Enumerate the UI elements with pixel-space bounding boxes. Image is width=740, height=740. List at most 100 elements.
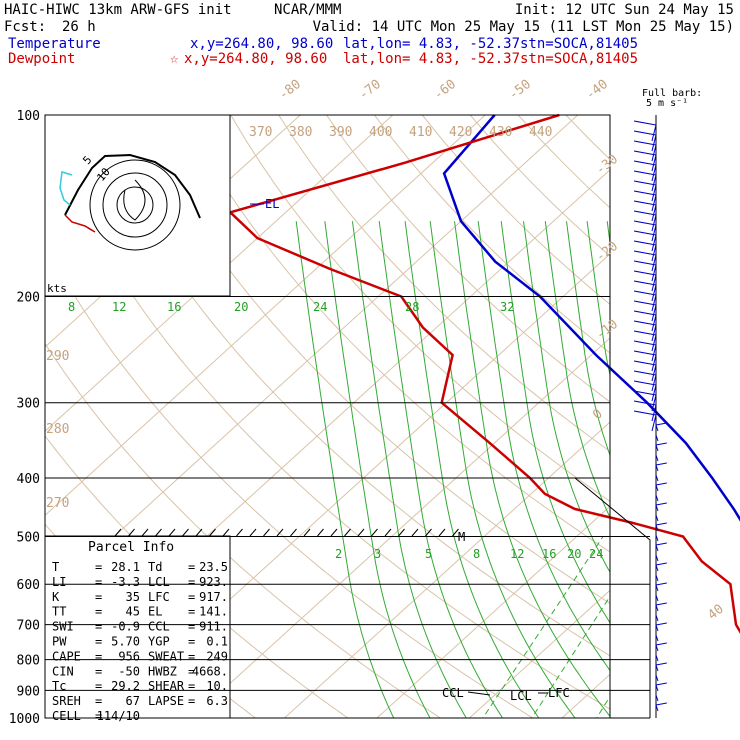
parcel-sep: =: [95, 560, 102, 574]
wind-barb: [651, 234, 657, 252]
parcel-key: T: [52, 560, 59, 574]
hodograph-ring: [89, 159, 181, 251]
parcel-key: LAPSE: [148, 694, 184, 708]
hodograph-units: kts: [47, 282, 67, 295]
wind-barb: [651, 134, 657, 152]
parcel-box-frame: [44, 535, 231, 719]
pressure-label: 700: [17, 619, 40, 634]
parcel-value: -3.3: [111, 575, 140, 589]
mixing-ratio-label: 16: [167, 300, 181, 314]
fcst-value: 26 h: [62, 19, 96, 35]
dry-adiabat-label: -10: [593, 317, 621, 343]
wind-barb-flag: [633, 290, 657, 296]
dry-adiabat-line: [45, 342, 442, 718]
dry-adiabat-label: -80: [276, 77, 304, 103]
mixing-ratio-label: 3: [374, 547, 381, 561]
lifted-parcel-mark: [290, 528, 297, 537]
isotherm-line: [468, 589, 610, 718]
pressure-label: 800: [17, 654, 40, 669]
wind-barb-flag: [633, 280, 657, 286]
parcel-sep: =: [188, 575, 195, 589]
wind-barb: [651, 404, 657, 422]
parcel-key: CCL: [148, 620, 170, 634]
parcel-sep: =: [188, 590, 195, 604]
parcel-key: YGP: [148, 635, 170, 649]
mixing-ratio-label: 20: [234, 300, 248, 314]
lifted-parcel-mark: [141, 528, 149, 537]
annotation-lcl: LCL: [510, 689, 532, 703]
dry-adiabat-line: [614, 115, 740, 731]
parcel-key: SWI: [52, 620, 74, 634]
wind-barb: [655, 424, 659, 432]
parcel-key: CELL: [52, 709, 81, 723]
parcel-value: 23.5: [199, 560, 228, 574]
theta-left-label: 290: [46, 349, 69, 364]
parcel-value: 6.3: [206, 694, 228, 708]
dry-adiabat-label: 40: [705, 602, 727, 623]
wind-barb: [651, 384, 657, 402]
wind-barb: [651, 314, 657, 332]
hodograph-trace-storm: [59, 171, 73, 206]
mixing-ratio-line: [531, 595, 610, 718]
ccl-tick: [467, 691, 491, 696]
wind-barb: [655, 514, 659, 522]
wind-barb-flag: [655, 442, 667, 446]
wind-barb-flag: [633, 210, 657, 216]
lifted-parcel-mark: [398, 528, 405, 537]
dry-adiabat-line: [421, 115, 610, 305]
hodograph-ring-inner: [123, 179, 146, 221]
mixing-ratio-line: [482, 536, 604, 718]
parcel-value: 28.1: [111, 560, 140, 574]
parcel-value: 29.2: [111, 679, 140, 693]
hodograph-trace: [64, 153, 201, 219]
wind-barb-flag: [633, 330, 657, 336]
wind-barb: [651, 224, 657, 242]
wind-barb: [651, 284, 657, 302]
valid-time: Valid: 14 UTC Mon 25 May 15 (11 LST Mon …: [313, 19, 734, 35]
lifted-parcel-mark: [384, 528, 392, 537]
wind-barb-flag: [655, 602, 667, 606]
pressure-label: 400: [17, 472, 40, 487]
mixing-ratio-label: 2: [335, 547, 342, 561]
parcel-value: 45: [126, 605, 140, 619]
lifted-parcel-mark: [155, 528, 162, 537]
wind-barb: [655, 634, 659, 642]
theta-label: 370: [249, 125, 272, 140]
parcel-value: 956: [118, 649, 140, 663]
theta-label: 380: [289, 125, 312, 140]
parcel-key: SHEAR: [148, 679, 185, 693]
lifted-parcel-mark: [452, 528, 459, 537]
wind-barb: [655, 694, 659, 702]
wind-barb: [651, 344, 657, 362]
legend-dewpoint-stn: stn=SOCA,81405: [520, 51, 638, 67]
annotation-m: M: [458, 530, 465, 544]
annotation-lfc: LFC: [548, 686, 570, 700]
parcel-key: CIN: [52, 664, 74, 678]
theta-label: 390: [329, 125, 352, 140]
mixing-ratio-label: 28: [405, 300, 419, 314]
moist-adiabat-line: [351, 221, 467, 718]
parcel-sep: =: [188, 620, 195, 634]
wind-barb-flag: [655, 582, 667, 586]
lifted-parcel-mark: [411, 528, 419, 537]
parcel-info-box: Parcel Info T = 28.1 Td = 23.5 LI = -3.3 LCL = 923. K…: [44, 535, 231, 723]
parcel-key: SWEAT: [148, 649, 184, 663]
wind-barb: [651, 294, 657, 312]
wind-barb-flag: [655, 702, 667, 706]
model-title: HAIC-HIWC 13km ARW-GFS init: [4, 2, 232, 18]
wind-barb-flag: [655, 682, 667, 686]
dry-adiabat-label: -20: [593, 239, 621, 265]
mixing-ratio-label: 20: [567, 547, 581, 561]
mixing-ratio-label: 32: [500, 300, 514, 314]
dry-adiabat-line: [469, 115, 610, 257]
dry-adiabat-line: [517, 115, 610, 209]
wind-barb-flag: [633, 230, 657, 236]
parcel-key: CAPE: [52, 649, 81, 663]
wind-barb: [655, 654, 659, 662]
parcel-key: Tc: [52, 679, 66, 693]
theta-label: 440: [529, 125, 552, 140]
mixing-ratio-label: 16: [542, 547, 556, 561]
wind-barb: [651, 124, 657, 142]
